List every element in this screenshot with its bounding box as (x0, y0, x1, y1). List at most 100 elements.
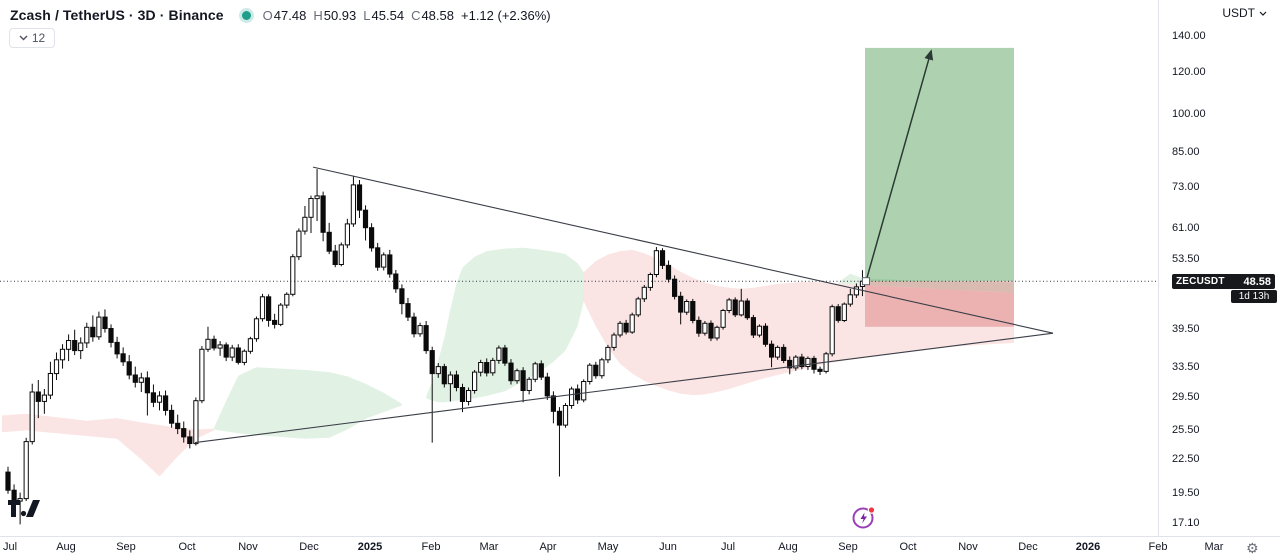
chevron-down-icon (19, 35, 28, 41)
candle-up (472, 371, 478, 392)
kumo-green-spring (426, 247, 584, 403)
candle-down (556, 410, 563, 426)
candle-up (775, 346, 781, 358)
candle-down (817, 368, 823, 372)
candle-down (5, 471, 11, 491)
last-price-value: 48.58 (1243, 275, 1271, 288)
candle-down (744, 300, 750, 319)
candle-down (538, 363, 544, 378)
candle-down (787, 359, 793, 369)
candle-up (684, 301, 690, 313)
bar-count-button[interactable]: 12 (9, 28, 55, 48)
ascending-support-trendline[interactable] (194, 332, 1054, 444)
symbol-title[interactable]: Zcash / TetherUS · 3D · Binance (10, 7, 224, 23)
candle-down (35, 391, 41, 402)
price-tick-label: 22.50 (1172, 453, 1200, 465)
candle-down (102, 316, 108, 330)
entry-anchor-handle[interactable] (862, 277, 870, 286)
candle-up (278, 304, 284, 325)
candle-up (532, 363, 538, 380)
candle-up (478, 362, 484, 373)
gear-icon[interactable]: ⚙ (1246, 540, 1259, 556)
candle-up (853, 286, 859, 296)
price-scale[interactable]: USDT ZECUSDT 48.58 1d 13h 140.00 120.00 10… (1158, 0, 1280, 536)
candle-down (696, 319, 702, 334)
candle-down (150, 392, 157, 403)
candle-down (411, 316, 417, 335)
candle-down (405, 303, 411, 318)
candle-up (581, 381, 587, 401)
last-price-label: ZECUSDT 48.58 (1172, 274, 1275, 289)
candle-down (672, 278, 678, 297)
candle-down (266, 296, 272, 321)
time-tick-month-label: Dec (1018, 541, 1038, 553)
candle-up (350, 184, 356, 225)
candle-up (259, 296, 266, 320)
ohlc-item: L45.54 (363, 7, 405, 23)
candle-down (90, 326, 96, 338)
candle-down (799, 356, 805, 368)
candle-up (59, 348, 66, 361)
bar-countdown: 1d 13h (1231, 290, 1277, 303)
candle-down (732, 299, 738, 316)
candle-up (435, 366, 441, 375)
candle-up (629, 314, 635, 333)
candle-up (338, 244, 344, 265)
candle-up (296, 230, 302, 258)
candle-up (41, 394, 47, 402)
candle-up (308, 198, 314, 218)
candle-down (520, 370, 526, 392)
price-tick-label: 120.00 (1172, 66, 1206, 78)
candle-down (750, 317, 756, 336)
candle-down (114, 341, 120, 355)
alert-lightning-icon[interactable] (851, 504, 877, 530)
candle-down (375, 247, 381, 268)
candle-up (344, 223, 350, 246)
candle-up (805, 357, 811, 367)
chart-canvas[interactable] (0, 0, 1158, 536)
candle-down (399, 288, 405, 305)
candle-down (362, 209, 369, 229)
candle-up (569, 388, 575, 406)
price-tick-label: 33.50 (1172, 361, 1200, 373)
candle-up (66, 340, 72, 350)
candle-up (217, 344, 223, 349)
time-scale[interactable]: ⚙ Jul Aug Sep Oct Nov Dec 2025 Feb Mar Apr May Jun J… (0, 536, 1280, 558)
candle-up (617, 322, 623, 336)
candle-up (702, 322, 708, 334)
candle-down (326, 231, 332, 252)
candle-up (490, 359, 496, 374)
candle-down (781, 346, 787, 361)
time-tick-month-label: Feb (421, 541, 441, 553)
market-status-dot[interactable] (241, 10, 251, 20)
notification-dot (867, 506, 876, 514)
candle-up (829, 306, 835, 355)
candle-up (78, 342, 84, 352)
price-tick-label: 25.50 (1172, 424, 1200, 436)
candle-down (508, 362, 514, 382)
candle-down (369, 227, 375, 249)
candle-down (332, 250, 338, 266)
price-scale-currency-button[interactable]: USDT (1222, 6, 1267, 20)
candle-up (138, 377, 144, 383)
candle-down (272, 319, 278, 325)
time-tick-month-label: Jun (659, 541, 677, 553)
time-tick-month-label: Nov (958, 541, 978, 553)
candle-up (381, 254, 387, 268)
descending-resistance-trendline[interactable] (312, 166, 1054, 334)
candle-down (484, 362, 490, 374)
currency-label: USDT (1222, 6, 1255, 20)
projection-arrow[interactable] (865, 49, 934, 282)
candle-down (223, 344, 229, 358)
candle-down (132, 374, 138, 383)
profit-target-box[interactable] (865, 47, 1014, 282)
tradingview-logo-icon[interactable] (8, 500, 40, 522)
candle-up (29, 391, 35, 443)
candle-down (690, 301, 696, 321)
candle-down (120, 353, 126, 363)
kumo-red-left (1, 413, 215, 477)
candle-up (611, 334, 617, 348)
candle-up (290, 256, 296, 295)
candle-down (72, 340, 78, 352)
candle-down (441, 366, 447, 385)
